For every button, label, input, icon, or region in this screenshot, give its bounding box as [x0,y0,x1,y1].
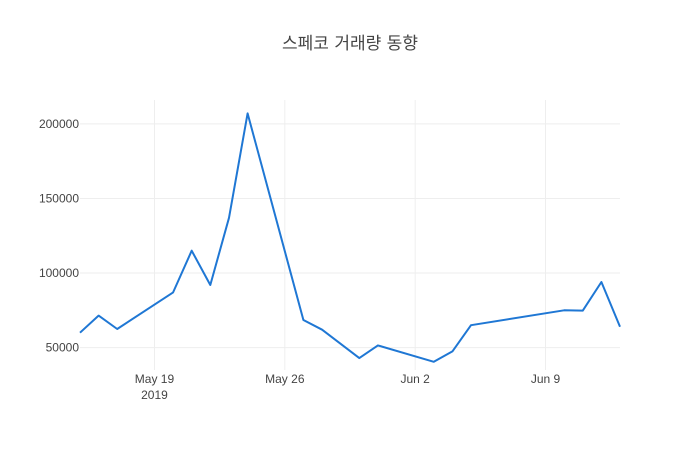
x-tick-label: Jun 9 [531,372,561,386]
y-tick-label: 150000 [39,191,79,205]
x-gridlines [153,100,547,370]
series-group [79,112,621,363]
x-tick-label: May 26 [265,372,305,386]
chart-title: 스페코 거래량 동향 [282,34,418,54]
y-tick-label: 50000 [46,341,80,355]
x-tick-label: Jun 2 [400,372,430,386]
series-line [79,112,621,363]
x-axis-tick-labels: May 19 2019 May 26 Jun 2 Jun 9 [135,372,561,402]
x-tick-year-label: 2019 [141,388,168,402]
y-tick-label: 200000 [39,117,79,131]
x-tick-label: May 19 [135,372,175,386]
y-gridlines [80,123,620,349]
y-axis-tick-labels: 50000 100000 150000 200000 [39,117,79,355]
y-tick-label: 100000 [39,266,79,280]
